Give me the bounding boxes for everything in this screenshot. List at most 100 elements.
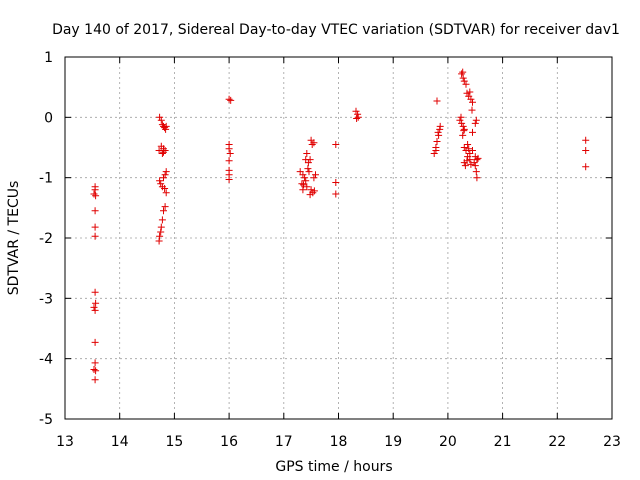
data-point — [155, 237, 163, 245]
data-point — [157, 223, 165, 231]
data-point — [434, 128, 442, 136]
data-point — [582, 163, 590, 171]
data-point — [92, 192, 100, 200]
data-point — [332, 141, 340, 148]
data-point — [465, 145, 473, 153]
data-point — [160, 207, 167, 215]
data-point — [432, 147, 440, 154]
data-point — [157, 228, 165, 236]
data-point — [162, 122, 170, 130]
data-point — [225, 157, 233, 165]
data-point — [462, 80, 470, 88]
data-point — [307, 186, 315, 194]
data-point — [461, 162, 469, 170]
data-point — [460, 127, 468, 135]
data-point — [91, 376, 99, 384]
data-point — [162, 168, 170, 176]
y-axis-label: SDTVAR / TECUs — [6, 181, 22, 296]
data-point — [156, 177, 164, 185]
data-point — [469, 147, 476, 154]
y-tick-label: 0 — [44, 110, 53, 126]
data-point — [91, 223, 99, 231]
data-point — [91, 306, 99, 314]
y-tick-label: 1 — [44, 50, 53, 66]
x-tick-label: 13 — [56, 434, 74, 450]
data-point — [468, 106, 476, 114]
data-point — [459, 122, 467, 130]
data-point — [91, 288, 99, 296]
y-tick-label: -5 — [39, 412, 53, 428]
data-point — [160, 148, 167, 156]
data-point — [433, 97, 441, 105]
data-point — [299, 171, 307, 179]
data-point — [354, 110, 362, 118]
data-point — [464, 141, 472, 148]
plot-frame — [64, 56, 613, 420]
data-point — [469, 98, 476, 106]
data-point — [436, 122, 444, 130]
data-point — [301, 174, 309, 182]
data-point — [458, 119, 466, 127]
x-tick-label: 15 — [165, 434, 183, 450]
data-point — [226, 150, 234, 157]
data-point — [467, 95, 475, 103]
data-point — [310, 174, 318, 182]
data-point — [352, 107, 360, 115]
x-tick-label: 20 — [439, 434, 457, 450]
data-point — [467, 160, 475, 168]
data-point — [458, 70, 466, 78]
x-tick-label: 22 — [548, 434, 566, 450]
data-point — [91, 207, 99, 215]
data-point — [90, 303, 98, 311]
data-point — [464, 153, 472, 161]
data-point — [91, 338, 99, 346]
data-point — [303, 183, 311, 191]
y-tick-labels: 1 0 -1 -2 -3 -4 -5 — [39, 50, 53, 428]
y-tick-label: -3 — [39, 291, 53, 307]
data-point — [460, 144, 468, 151]
data-point — [91, 232, 99, 240]
data-point — [91, 359, 99, 367]
data-point — [162, 125, 170, 133]
y-tick-label: -4 — [39, 352, 53, 368]
data-point — [161, 203, 169, 211]
data-point — [310, 139, 318, 147]
data-point — [304, 165, 312, 173]
data-point — [469, 128, 476, 136]
data-point — [457, 113, 465, 121]
data-point — [433, 138, 441, 145]
data-point — [303, 150, 311, 157]
data-point — [354, 113, 362, 121]
x-axis-label: GPS time / hours — [275, 459, 392, 475]
data-point — [466, 88, 474, 96]
y-tick-label: -1 — [39, 171, 53, 187]
data-point — [472, 116, 480, 124]
data-point — [90, 366, 98, 373]
data-point — [157, 180, 165, 188]
x-tick-label: 17 — [275, 434, 293, 450]
data-point — [158, 216, 166, 224]
data-point — [459, 68, 467, 76]
data-point — [310, 187, 318, 195]
data-point — [225, 95, 233, 103]
data-point — [332, 190, 340, 198]
data-point — [155, 147, 163, 154]
data-point — [158, 150, 166, 157]
x-tick-label: 18 — [330, 434, 348, 450]
x-tick-label: 19 — [384, 434, 402, 450]
data-point — [227, 96, 235, 104]
data-point — [91, 186, 99, 194]
data-point — [460, 77, 468, 85]
data-point — [160, 174, 167, 182]
data-point — [430, 150, 438, 157]
data-point — [161, 124, 169, 132]
data-point — [473, 174, 481, 182]
data-point — [332, 179, 340, 186]
x-tick-label: 16 — [220, 434, 238, 450]
y-tick-label: -2 — [39, 231, 53, 247]
data-point — [306, 191, 314, 199]
data-point — [156, 113, 164, 121]
data-point — [92, 367, 100, 375]
data-point — [305, 168, 313, 176]
